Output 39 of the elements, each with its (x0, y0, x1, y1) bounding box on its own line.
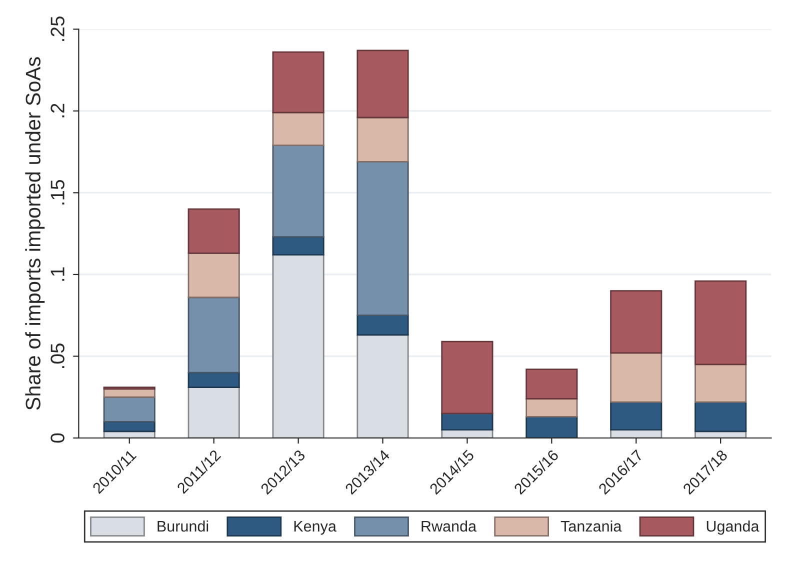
y-tick-label: .1 (50, 267, 64, 281)
y-tick-label: .05 (50, 344, 64, 368)
bar (272, 144, 324, 238)
bar (188, 386, 240, 438)
y-tick-label: .25 (50, 16, 64, 41)
bar (272, 112, 324, 146)
legend-label: Burundi (158, 520, 208, 532)
y-tick-label: .2 (50, 104, 64, 118)
bar (526, 398, 578, 418)
legend-label: Uganda (706, 520, 760, 535)
bar (356, 334, 409, 438)
bar (356, 160, 409, 316)
legend-label: Tanzania (560, 520, 622, 532)
legend-label: Kenya (294, 521, 336, 535)
bar (694, 401, 747, 432)
bar (610, 401, 662, 431)
bar (272, 236, 324, 256)
bar (188, 252, 240, 298)
bar (694, 364, 747, 403)
y-tick-label: 0 (50, 433, 64, 443)
bar (441, 340, 494, 414)
bar (272, 254, 324, 438)
bar (610, 352, 662, 403)
bar (103, 396, 156, 422)
bar (356, 116, 409, 162)
bar (356, 50, 409, 118)
bar (441, 412, 494, 431)
y-axis-title: Share of imports imported under SoAs (25, 57, 45, 410)
bar (526, 416, 578, 438)
bar (188, 208, 240, 254)
bar (188, 296, 240, 374)
bar (694, 280, 747, 366)
bar (610, 290, 662, 354)
bar (356, 314, 409, 336)
legend-label: Rwanda (422, 520, 477, 532)
y-tick-label: .15 (50, 180, 64, 204)
bar (188, 372, 240, 388)
bar (526, 368, 578, 400)
bar (272, 51, 324, 114)
